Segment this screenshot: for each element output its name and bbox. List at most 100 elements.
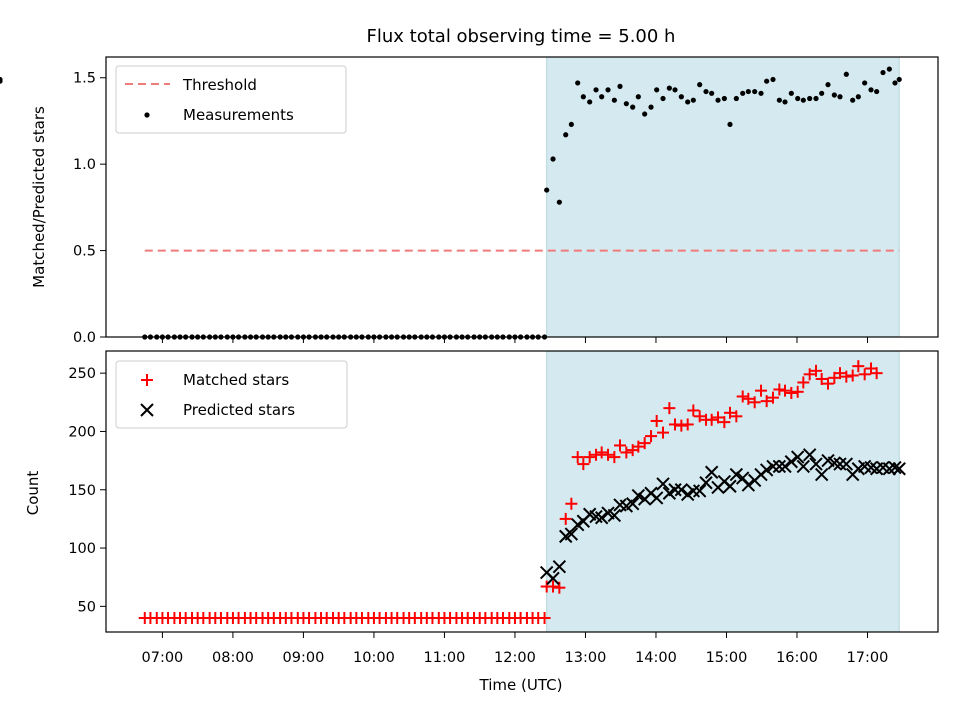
x-tick-label: 10:00 [353,650,395,666]
predicted-star-point [546,571,560,586]
matched-star-point [638,437,651,450]
measurement-point [685,99,691,105]
predicted-star-point [759,463,774,477]
x-tick-label: 13:00 [565,650,607,666]
measurement-point [752,88,758,95]
matched-star-point [657,426,670,439]
measurement-point [690,97,696,103]
top-y-tick-label: 1.0 [73,157,96,173]
matched-star-point [785,386,798,399]
matched-star-point [730,410,743,423]
top-y-tick-label: 0.0 [73,330,96,346]
measurement-point [770,76,776,83]
measurement-point [837,94,843,100]
measurement-point [660,95,666,102]
matched-star-point [571,451,584,464]
measurement-point [666,85,672,91]
measurement-point [605,87,611,93]
measurement-point [843,71,849,77]
predicted-star-point [692,484,707,498]
measurement-point [886,66,892,72]
predicted-star-point [674,483,689,497]
x-tick-label: 16:00 [776,650,818,666]
matched-star-point [687,404,700,417]
predicted-star-point [607,508,622,523]
x-axis-label: Time (UTC) [479,676,563,694]
matched-star-point [870,367,883,380]
measurement-point [862,80,868,86]
measurement-point [831,92,837,98]
measurement-point [635,94,641,100]
measurement-point [672,87,678,93]
matched-star-point [724,406,736,419]
measurement-point [764,78,770,84]
x-tick-label: 09:00 [283,650,325,666]
predicted-star-point [833,457,847,471]
measurement-point [563,132,569,138]
matched-star-point [810,364,823,377]
x-tick-label: 12:00 [494,650,536,666]
top-panel: 0.0 0.5 1.0 1.5 Matched/Predicted stars Thr… [0,56,939,346]
measurement-point [727,121,733,128]
matched-star-point [767,391,780,404]
measurement-point [721,95,727,102]
matched-star-point [718,416,731,429]
matched-star-point [778,384,791,397]
measurement-point [855,94,861,100]
matched-star-point [650,414,663,427]
bottom-y-tick-label: 50 [78,599,96,615]
predicted-star-point [790,450,805,464]
measurement-point [807,95,813,102]
predicted-star-point [594,511,609,525]
measurement-point [850,97,856,103]
matched-star-point [595,446,608,459]
measurement-point [617,83,623,89]
matched-star-point [681,418,694,431]
measurement-point [733,95,739,102]
bottom-legend: Matched stars Predicted stars [115,360,348,429]
predicted-star-point [686,484,701,498]
x-tick-label: 07:00 [142,650,184,666]
x-tick-label: 17:00 [847,650,889,666]
measurement-point [795,95,801,102]
measurement-point [782,99,788,105]
legend-predicted-swatch [140,403,154,417]
matched-star-point [669,418,682,431]
matched-star-point [620,446,633,459]
top-y-tick-label: 0.5 [73,244,96,260]
matched-star-point [565,497,578,510]
measurement-point [813,95,819,102]
measurement-point [587,99,593,105]
top-y-axis-label: Matched/Predicted stars [30,106,48,288]
matched-star-point [538,612,551,625]
measurement-point [758,90,764,96]
measurement-point [623,101,629,107]
matched-star-point [608,451,621,464]
legend-measurements-label: Measurements [183,106,294,124]
measurement-point [575,80,581,86]
predicted-star-point [796,459,811,474]
predicted-star-point [631,488,646,503]
measurement-point [874,88,880,95]
legend-matched-swatch [141,374,153,386]
matched-star-point [822,377,835,390]
measurement-point [678,94,684,100]
predicted-star-point [668,483,682,497]
matched-star-point [705,413,718,426]
matched-star-point [712,411,725,424]
top-legend-box [115,65,347,134]
bottom-y-tick-label: 150 [68,483,96,499]
predicted-star-point [802,448,817,462]
matched-star-point [803,368,816,381]
predicted-star-point [741,478,756,492]
matched-star-point [614,439,627,452]
predicted-star-point [772,459,787,474]
predicted-star-point [552,559,567,574]
matched-star-point [858,368,871,381]
matched-star-point [815,372,828,385]
measurement-point [868,87,874,93]
predicted-star-point [729,467,744,482]
predicted-star-point [723,479,737,493]
matched-star-point [797,376,810,389]
predicted-star-point [809,457,823,471]
